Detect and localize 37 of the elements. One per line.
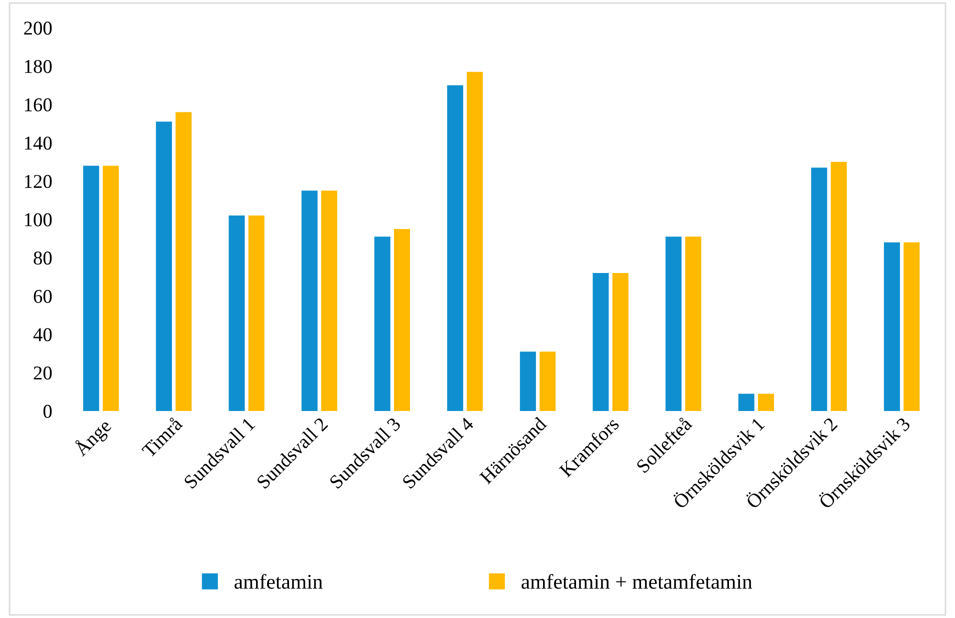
y-tick-label: 60 <box>34 290 52 303</box>
bar <box>176 112 192 411</box>
bar <box>540 352 556 411</box>
y-tick-label: 100 <box>24 213 52 226</box>
y-tick-label: 20 <box>34 366 52 380</box>
bar <box>374 236 390 411</box>
y-tick-label: 140 <box>24 136 52 150</box>
bar <box>302 190 318 411</box>
bar <box>394 228 410 411</box>
y-tick-label: 80 <box>34 252 52 265</box>
bar <box>102 166 119 411</box>
bar <box>666 236 682 411</box>
bar <box>447 85 464 411</box>
bar <box>83 166 100 411</box>
legend-label: amfetamin + metamfetamin <box>522 574 752 589</box>
bar <box>156 122 172 411</box>
bar <box>228 216 245 411</box>
bar <box>830 162 847 411</box>
bar <box>466 72 483 411</box>
bar <box>904 242 920 411</box>
bar <box>758 394 774 411</box>
bar <box>685 236 702 411</box>
y-tick-label: 40 <box>33 328 52 342</box>
legend-label: amfetamin <box>234 574 323 589</box>
y-tick-label: 160 <box>24 98 52 112</box>
bar <box>321 190 338 411</box>
y-tick-label: 120 <box>24 174 52 188</box>
bar <box>612 273 628 411</box>
bar <box>592 273 609 411</box>
bar <box>884 242 900 411</box>
bar <box>248 216 264 411</box>
y-tick-label: 180 <box>24 60 52 74</box>
y-tick-label: 0 <box>43 404 52 418</box>
bar <box>520 352 536 411</box>
bar <box>738 394 754 411</box>
bar <box>811 168 828 411</box>
y-tick-label: 200 <box>24 22 52 35</box>
